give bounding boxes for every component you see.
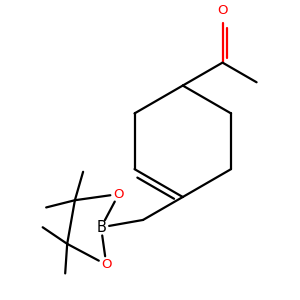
Text: B: B [96,220,106,235]
Text: O: O [217,4,228,17]
Text: O: O [113,188,124,201]
Text: O: O [101,258,112,271]
